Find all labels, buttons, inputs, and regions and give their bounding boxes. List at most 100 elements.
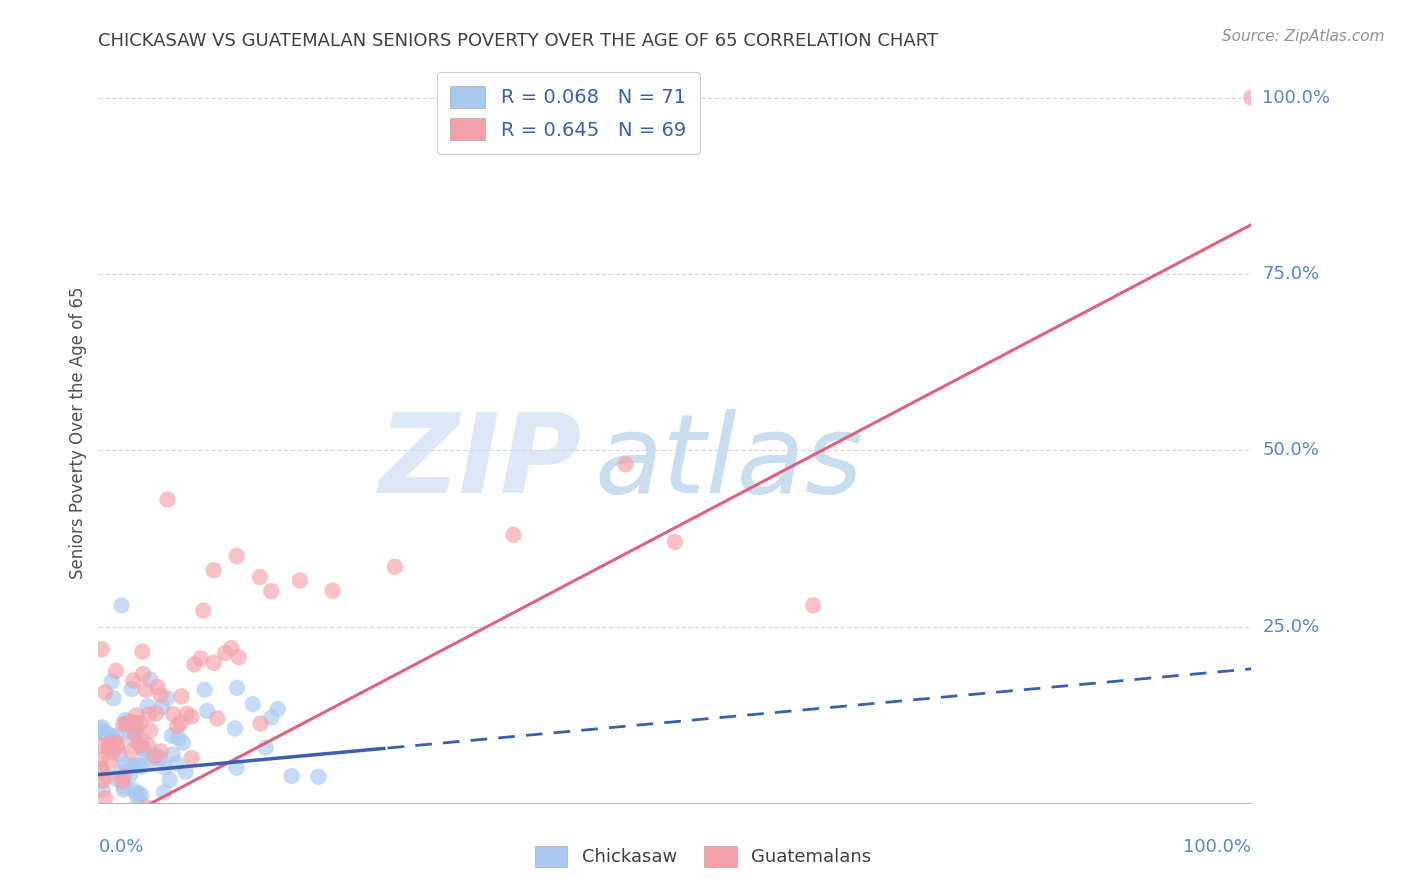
Point: [165, 756, 187, 771]
Point: [153, 785, 176, 799]
Point: [89, 739, 111, 754]
Point: [141, 753, 163, 767]
Point: [195, 704, 218, 718]
Point: [100, 674, 122, 689]
Point: [225, 549, 247, 563]
Point: [93, 725, 115, 739]
Point: [260, 584, 283, 599]
Point: [90, 763, 112, 777]
Text: 100.0%: 100.0%: [1184, 838, 1251, 855]
Point: [129, 759, 152, 773]
Point: [156, 492, 179, 507]
Point: [127, 758, 149, 772]
Point: [127, 789, 149, 804]
Point: [112, 717, 135, 731]
Point: [156, 691, 179, 706]
Point: [384, 559, 406, 574]
Text: CHICKASAW VS GUATEMALAN SENIORS POVERTY OVER THE AGE OF 65 CORRELATION CHART: CHICKASAW VS GUATEMALAN SENIORS POVERTY …: [98, 32, 939, 50]
Point: [150, 699, 173, 714]
Point: [122, 731, 145, 746]
Point: [91, 783, 114, 797]
Point: [129, 789, 152, 803]
Point: [94, 791, 117, 805]
Point: [136, 738, 159, 752]
Point: [91, 773, 114, 788]
Point: [90, 763, 112, 777]
Point: [120, 745, 142, 759]
Point: [108, 747, 131, 762]
Point: [160, 729, 183, 743]
Point: [307, 770, 329, 784]
Point: [166, 719, 188, 733]
Point: [170, 690, 193, 704]
Point: [97, 739, 120, 754]
Point: [202, 656, 225, 670]
Point: [115, 717, 138, 731]
Point: [193, 817, 215, 831]
Point: [226, 681, 249, 695]
Point: [108, 764, 131, 779]
Point: [128, 786, 150, 800]
Point: [254, 740, 277, 755]
Text: 25.0%: 25.0%: [1263, 617, 1320, 635]
Point: [135, 800, 157, 814]
Point: [180, 751, 202, 765]
Point: [145, 706, 167, 721]
Point: [105, 772, 128, 786]
Point: [121, 681, 143, 696]
Point: [129, 716, 152, 731]
Point: [98, 740, 121, 755]
Legend: R = 0.068   N = 71, R = 0.645   N = 69: R = 0.068 N = 71, R = 0.645 N = 69: [437, 72, 700, 154]
Point: [225, 761, 247, 775]
Point: [114, 757, 136, 772]
Point: [125, 708, 148, 723]
Y-axis label: Seniors Poverty Over the Age of 65: Seniors Poverty Over the Age of 65: [69, 286, 87, 579]
Point: [149, 744, 172, 758]
Point: [146, 680, 169, 694]
Point: [149, 688, 172, 702]
Point: [162, 707, 184, 722]
Point: [120, 759, 142, 773]
Point: [280, 769, 302, 783]
Point: [614, 458, 637, 472]
Text: 100.0%: 100.0%: [1263, 88, 1330, 107]
Point: [139, 673, 162, 687]
Point: [100, 736, 122, 750]
Point: [242, 697, 264, 711]
Point: [190, 651, 212, 665]
Point: [801, 599, 824, 613]
Point: [105, 739, 128, 754]
Legend: Chickasaw, Guatemalans: Chickasaw, Guatemalans: [527, 838, 879, 874]
Point: [129, 732, 152, 747]
Point: [124, 801, 146, 815]
Text: ZIP: ZIP: [380, 409, 582, 516]
Point: [120, 768, 142, 782]
Point: [1240, 91, 1263, 105]
Point: [170, 715, 193, 730]
Point: [122, 673, 145, 688]
Point: [322, 583, 344, 598]
Point: [124, 758, 146, 772]
Point: [114, 780, 136, 794]
Point: [107, 817, 129, 831]
Point: [664, 535, 686, 549]
Point: [132, 741, 155, 756]
Point: [139, 723, 162, 738]
Point: [224, 722, 246, 736]
Point: [288, 574, 311, 588]
Point: [134, 744, 156, 758]
Point: [114, 713, 136, 727]
Point: [90, 752, 112, 766]
Point: [207, 711, 229, 725]
Point: [193, 604, 215, 618]
Point: [90, 642, 112, 657]
Point: [249, 570, 271, 584]
Point: [112, 770, 135, 784]
Text: 0.0%: 0.0%: [98, 838, 143, 855]
Point: [181, 814, 204, 828]
Point: [125, 716, 148, 731]
Point: [145, 748, 167, 763]
Point: [214, 646, 236, 660]
Text: atlas: atlas: [595, 409, 863, 516]
Point: [174, 764, 197, 779]
